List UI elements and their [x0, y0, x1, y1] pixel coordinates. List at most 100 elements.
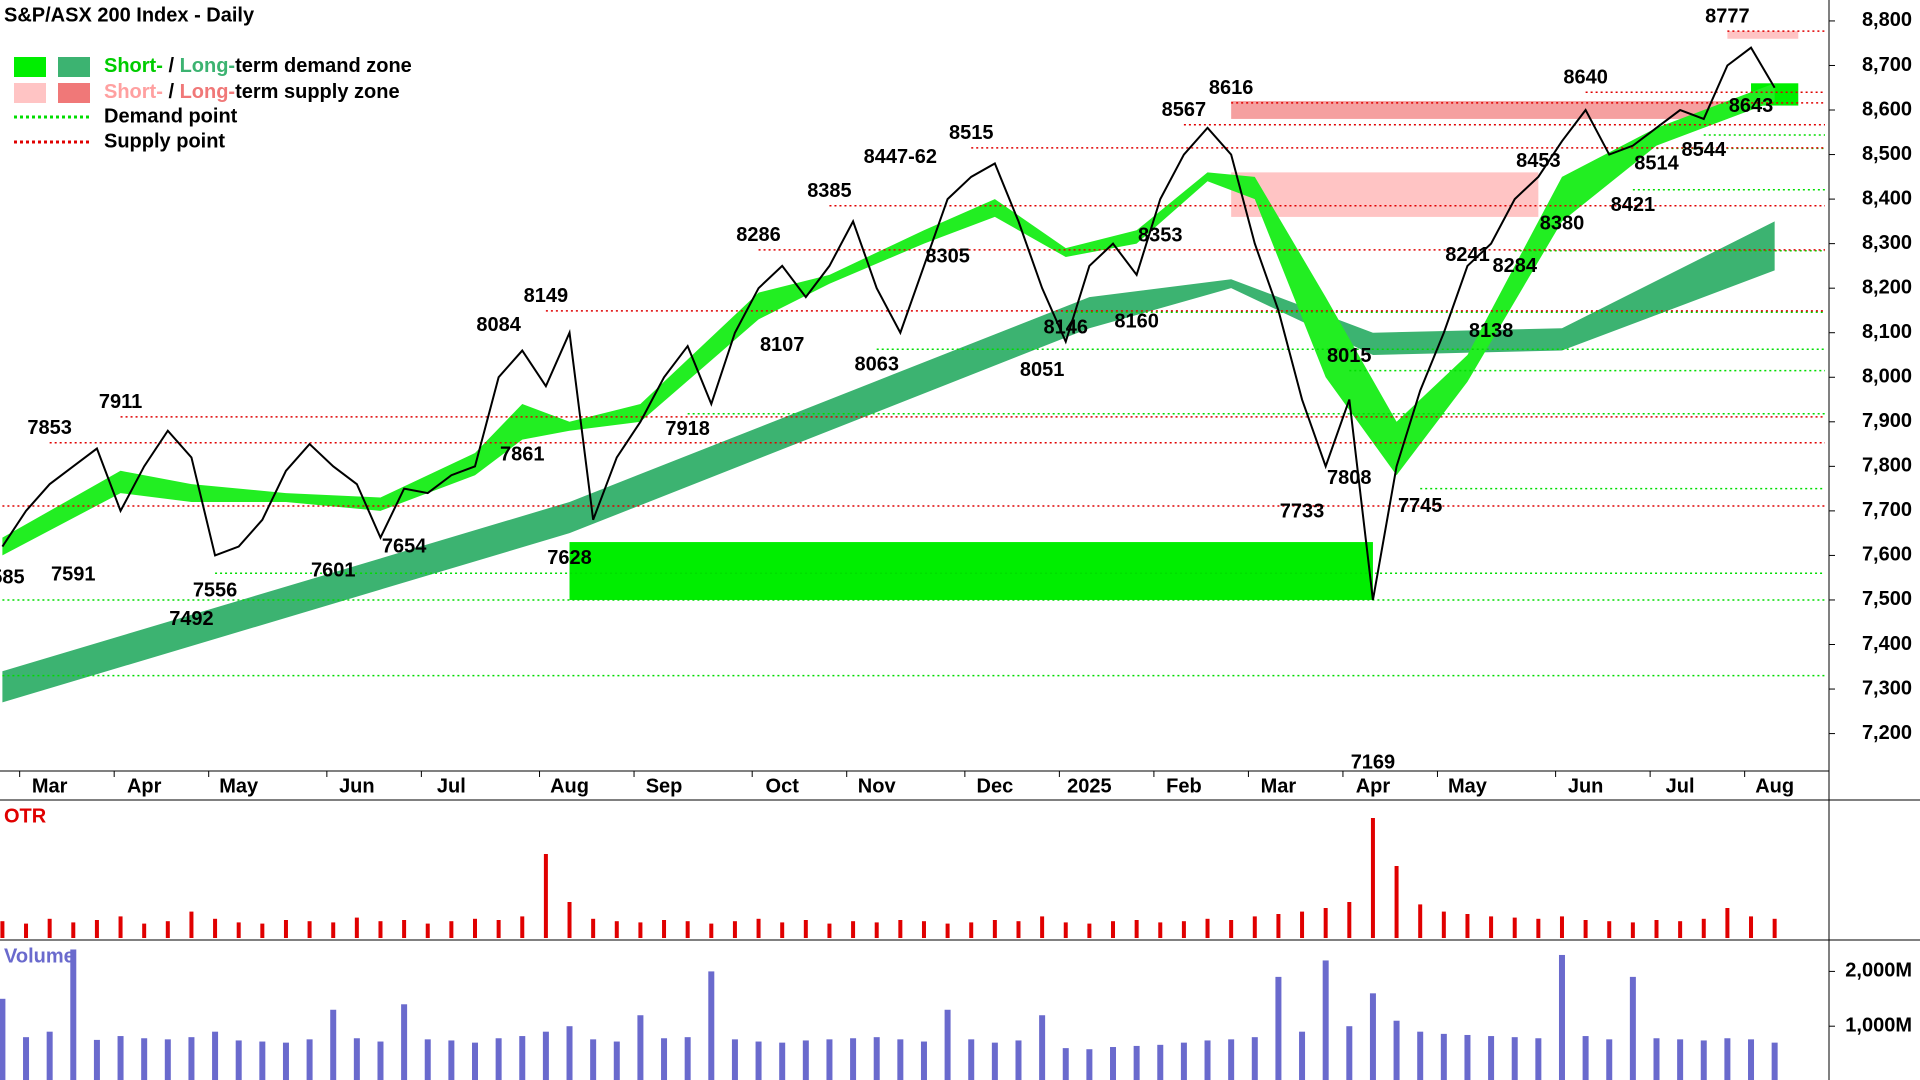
- price-annotation: 7911: [99, 391, 142, 413]
- otr-bar: [1040, 916, 1045, 938]
- legend-label: Demand point: [104, 105, 238, 127]
- otr-bar: [1536, 918, 1541, 938]
- volume-tick-label: 1,000M: [1845, 1014, 1912, 1036]
- otr-label: OTR: [4, 805, 47, 827]
- price-annotation: 7853: [27, 417, 72, 439]
- otr-bar: [709, 923, 714, 938]
- legend-label: Short- / Long-term supply zone: [104, 81, 400, 103]
- volume-bar: [968, 1039, 975, 1080]
- price-annotation: 8385: [807, 180, 852, 202]
- otr-bar: [732, 921, 737, 938]
- otr-bar: [685, 921, 690, 938]
- otr-bar: [1630, 922, 1635, 938]
- volume-bar: [566, 1026, 573, 1080]
- x-tick-label: Sep: [646, 775, 683, 797]
- volume-bar: [731, 1039, 738, 1080]
- volume-bar: [1629, 976, 1636, 1080]
- x-tick-label: Aug: [550, 775, 589, 797]
- volume-bar: [1275, 976, 1282, 1080]
- price-annotation: 8353: [1138, 224, 1183, 246]
- volume-bar: [590, 1039, 597, 1080]
- zone: [1231, 101, 1728, 119]
- volume-bar: [920, 1041, 927, 1080]
- x-tick-label: Jun: [339, 775, 375, 797]
- volume-bar: [684, 1037, 691, 1080]
- otr-bar: [780, 922, 785, 938]
- volume-bar: [46, 1031, 53, 1080]
- volume-bar: [282, 1042, 289, 1080]
- volume-bar: [1440, 1033, 1447, 1080]
- volume-bar: [613, 1041, 620, 1080]
- otr-bar: [1134, 920, 1139, 938]
- otr-bar: [638, 922, 643, 938]
- price-annotation: 8514: [1634, 153, 1679, 175]
- legend-part: Long-: [180, 81, 236, 103]
- volume-bar: [188, 1037, 195, 1080]
- otr-bar: [874, 922, 879, 938]
- otr-bar: [260, 923, 265, 938]
- volume-bar: [495, 1038, 502, 1080]
- otr-bar: [567, 902, 572, 938]
- price-annotation: 8286: [736, 224, 781, 246]
- x-tick-label: Dec: [977, 775, 1014, 797]
- price-annotation: 8063: [854, 353, 899, 375]
- volume-bar: [1133, 1045, 1140, 1080]
- otr-bar: [543, 854, 548, 938]
- volume-bar: [519, 1036, 526, 1080]
- volume-bar: [1748, 1039, 1755, 1080]
- otr-bar: [307, 921, 312, 938]
- legend-swatch: [58, 83, 90, 103]
- y-tick-label: 8,400: [1862, 187, 1912, 209]
- otr-bar: [1559, 916, 1564, 938]
- volume-bar: [661, 1038, 668, 1080]
- otr-bar: [496, 920, 501, 938]
- legend-swatch: [14, 83, 46, 103]
- volume-bar: [0, 998, 6, 1080]
- volume-bar: [1558, 954, 1565, 1080]
- volume-bar: [1369, 993, 1376, 1080]
- otr-bar: [189, 911, 194, 938]
- volume-bar: [1322, 960, 1329, 1080]
- volume-bar: [1228, 1039, 1235, 1080]
- price-annotation: 7492: [169, 608, 214, 630]
- volume-bar: [93, 1039, 100, 1080]
- volume-bar: [164, 1039, 171, 1080]
- otr-bar: [142, 923, 147, 938]
- otr-bar: [1678, 921, 1683, 938]
- chart-title: S&P/ASX 200 Index - Daily: [4, 4, 255, 26]
- x-tick-label: Jul: [1666, 775, 1695, 797]
- price-annotation: 7169: [1351, 752, 1396, 774]
- volume-bar: [1346, 1026, 1353, 1080]
- otr-bar: [898, 920, 903, 938]
- volume-bar: [873, 1037, 880, 1080]
- volume-bar: [377, 1041, 384, 1080]
- otr-bar: [1370, 818, 1375, 938]
- y-tick-label: 8,600: [1862, 98, 1912, 120]
- price-annotation: 8380: [1540, 212, 1585, 234]
- otr-bar: [1465, 914, 1470, 938]
- price-annotation: 7628: [547, 547, 592, 569]
- y-tick-label: 8,300: [1862, 232, 1912, 254]
- otr-bar: [331, 922, 336, 938]
- volume-bar: [1606, 1039, 1613, 1080]
- volume-bar: [448, 1040, 455, 1080]
- otr-bar: [1158, 922, 1163, 938]
- price-annotation: 7601: [311, 559, 356, 581]
- otr-bar: [992, 920, 997, 938]
- legend-label: Short- / Long-term demand zone: [104, 55, 412, 77]
- volume-bar: [944, 1009, 951, 1080]
- volume-bar: [330, 1009, 337, 1080]
- price-annotation: 7745: [1398, 495, 1443, 517]
- otr-bar: [945, 923, 950, 938]
- otr-bar: [1181, 921, 1186, 938]
- price-annotation: 7918: [665, 418, 710, 440]
- volume-bar: [117, 1036, 124, 1080]
- otr-bar: [1323, 908, 1328, 938]
- otr-bar: [1749, 916, 1754, 938]
- x-tick-label: May: [219, 775, 259, 797]
- otr-bar: [1607, 921, 1612, 938]
- y-tick-label: 7,800: [1862, 455, 1912, 477]
- y-tick-label: 8,000: [1862, 366, 1912, 388]
- price-annotation: 8160: [1114, 310, 1159, 332]
- otr-bar: [0, 921, 5, 938]
